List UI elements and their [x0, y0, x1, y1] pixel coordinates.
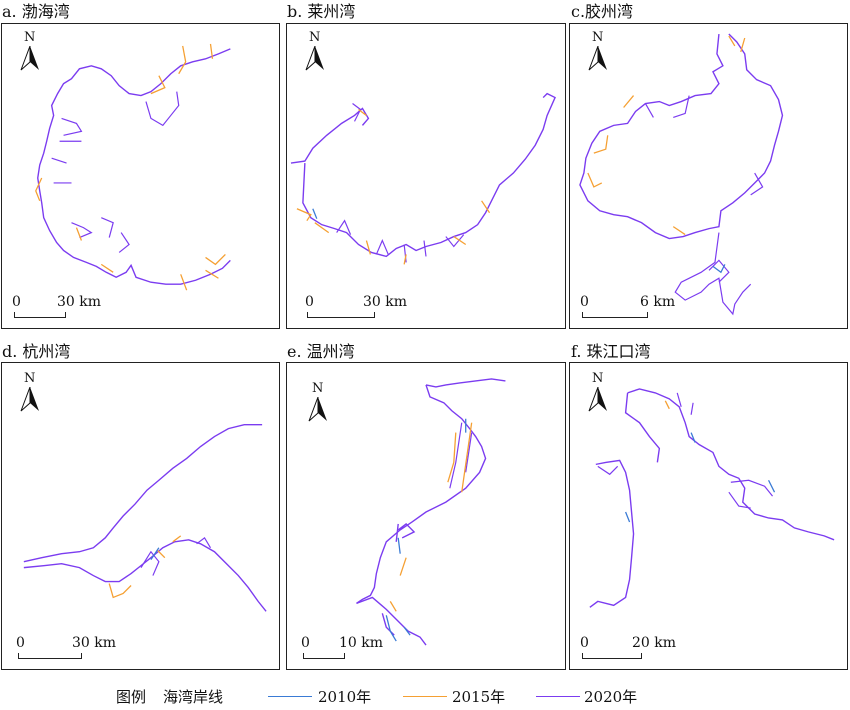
north-arrow-icon [20, 387, 39, 412]
north-arrow-icon [588, 387, 607, 412]
north-label: N [592, 30, 604, 45]
coastline-map-d [23, 423, 267, 612]
scale-bar-d: 0 30 km [16, 635, 126, 661]
panel-title-f: f. 珠江口湾 [571, 342, 651, 361]
north-arrow-icon [305, 46, 324, 71]
legend-swatch-2010 [268, 696, 312, 697]
legend: 图例 海湾岸线 2010年 2015年 2020年 [0, 684, 850, 708]
scale-distance-label: 30 km [57, 294, 102, 310]
scale-bar-line [14, 312, 66, 318]
scale-bar-line [582, 312, 648, 318]
scale-bar-e: 0 10 km [301, 635, 411, 661]
coastline-map-c [579, 33, 784, 316]
scale-distance-label: 6 km [640, 294, 676, 310]
legend-label-2020: 2020年 [584, 688, 638, 706]
legend-subtitle: 海湾岸线 [163, 688, 224, 706]
legend-title: 图例 [116, 688, 147, 706]
map-panel-e: N 0 10 km [286, 362, 566, 670]
map-panel-d: N 0 30 km [1, 362, 280, 670]
legend-swatch-2020 [536, 696, 580, 697]
panel-title-d: d. 杭州湾 [2, 342, 71, 361]
scale-zero-label: 0 [305, 294, 314, 310]
map-panel-a: N 0 30 km [1, 23, 280, 329]
north-label: N [309, 30, 321, 45]
scale-bar-f: 0 20 km [580, 635, 690, 661]
north-arrow-d: N [19, 371, 41, 413]
scale-bar-c: 0 6 km [580, 294, 690, 320]
scale-zero-label: 0 [580, 635, 589, 651]
scale-distance-label: 30 km [72, 635, 117, 651]
north-arrow-icon [588, 46, 607, 71]
north-label: N [24, 371, 36, 386]
scale-distance-label: 20 km [632, 635, 677, 651]
north-label: N [312, 381, 324, 396]
panel-title-b: b. 莱州湾 [287, 2, 356, 21]
panel-title-a: a. 渤海湾 [2, 2, 70, 21]
scale-bar-line [307, 312, 375, 318]
north-label: N [592, 371, 604, 386]
north-arrow-a: N [19, 30, 41, 72]
map-panel-b: N 0 30 km [286, 23, 566, 329]
scale-bar-a: 0 30 km [12, 294, 102, 320]
north-arrow-icon [308, 397, 327, 422]
north-label: N [24, 30, 36, 45]
coastline-map-f [589, 388, 835, 608]
scale-bar-line [303, 653, 345, 659]
panel-title-e: e. 温州湾 [287, 342, 355, 361]
north-arrow-e: N [307, 381, 329, 423]
map-panel-c: N 0 6 km [569, 23, 848, 329]
scale-bar-line [582, 653, 642, 659]
scale-zero-label: 0 [301, 635, 310, 651]
north-arrow-b: N [304, 30, 326, 72]
coastline-map-b [290, 92, 556, 265]
map-panel-f: N 0 20 km [569, 362, 848, 670]
panel-title-c: c.胶州湾 [571, 2, 634, 21]
scale-zero-label: 0 [580, 294, 589, 310]
north-arrow-icon [20, 46, 39, 71]
legend-label-2015: 2015年 [452, 688, 506, 706]
coastline-map-e [356, 378, 506, 646]
north-arrow-c: N [587, 30, 609, 72]
scale-distance-label: 10 km [339, 635, 384, 651]
scale-zero-label: 0 [16, 635, 25, 651]
coastline-map-a [35, 43, 231, 291]
scale-bar-line [18, 653, 82, 659]
legend-label-2010: 2010年 [318, 688, 372, 706]
scale-zero-label: 0 [12, 294, 21, 310]
scale-distance-label: 30 km [363, 294, 408, 310]
north-arrow-f: N [587, 371, 609, 413]
scale-bar-b: 0 30 km [305, 294, 415, 320]
legend-swatch-2015 [403, 696, 447, 697]
